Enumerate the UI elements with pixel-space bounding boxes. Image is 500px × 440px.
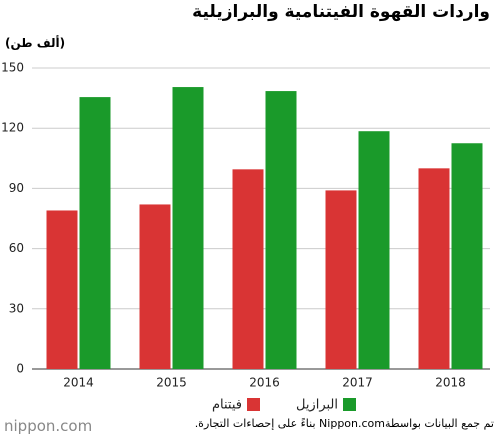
legend-label: البرازيل	[296, 398, 338, 413]
y-tick-label: 90	[9, 181, 24, 195]
bar	[139, 204, 171, 369]
bar	[451, 143, 483, 369]
logo: nippon.com	[4, 417, 93, 435]
x-tick-label: 2014	[63, 376, 94, 390]
bar	[418, 168, 450, 369]
bar	[325, 190, 357, 369]
bar	[172, 87, 204, 370]
y-tick-label: 120	[1, 121, 24, 135]
legend-swatch	[247, 398, 260, 411]
chart-title: واردات القهوة الفيتنامية والبرازيلية	[192, 2, 490, 22]
y-tick-label: 30	[9, 301, 24, 315]
bar	[232, 169, 264, 369]
legend-label: فيتنام	[212, 398, 242, 413]
source-note: تم جمع البيانات بواسطةNippon.com بناءً ع…	[194, 417, 494, 430]
bar	[79, 97, 111, 369]
x-tick-label: 2015	[156, 376, 187, 390]
y-tick-label: 150	[1, 61, 24, 75]
y-axis-label: (ألف طن)	[5, 36, 66, 50]
x-tick-label: 2016	[249, 376, 280, 390]
y-tick-label: 60	[9, 241, 24, 255]
bar	[358, 131, 390, 369]
bar	[265, 91, 297, 370]
y-tick-label: 0	[16, 362, 24, 376]
x-tick-label: 2018	[435, 376, 466, 390]
legend-swatch	[343, 398, 356, 411]
x-tick-label: 2017	[342, 376, 373, 390]
bar	[46, 210, 78, 369]
